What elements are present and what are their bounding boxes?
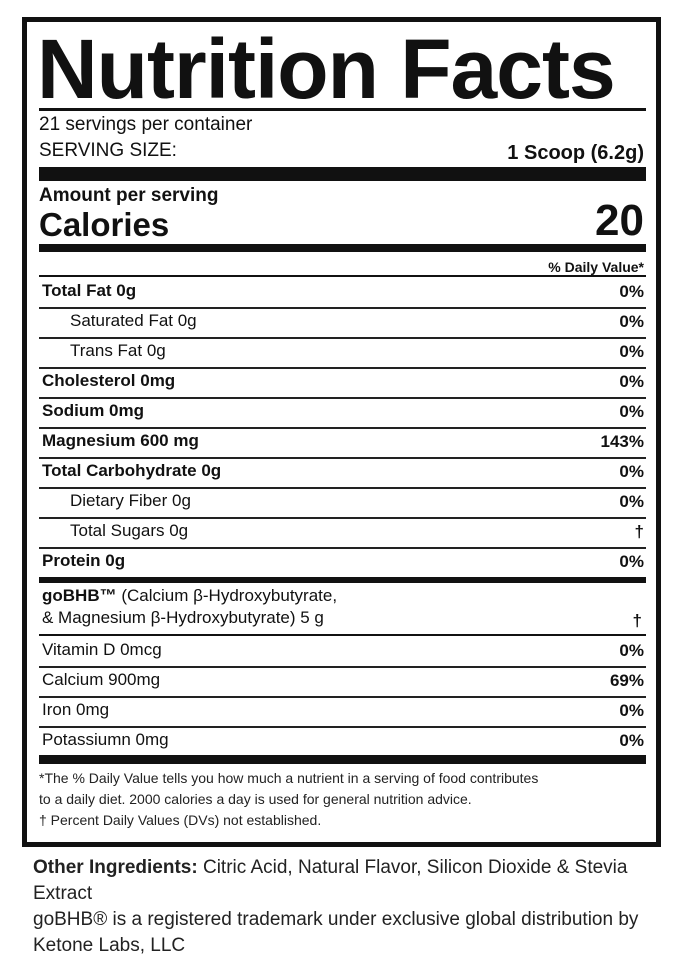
footnote: to a daily diet. 2000 calories a day is … — [39, 791, 472, 807]
divider — [39, 275, 646, 277]
nutrient-row: Protein 0g 0% — [39, 547, 646, 577]
nutrient-dv: 0% — [619, 552, 644, 571]
panel-title: Nutrition Facts — [37, 22, 616, 116]
mineral-row: Vitamin D 0mcg 0% — [39, 636, 646, 668]
nutrient-name: Cholesterol 0mg — [42, 371, 176, 390]
nutrient-dv: 143% — [600, 432, 644, 451]
nutrient-row: Total Sugars 0g † — [39, 517, 646, 549]
nutrient-name: Dietary Fiber 0g — [70, 491, 191, 510]
mineral-name: Vitamin D 0mcg — [42, 640, 162, 659]
nutrient-name: Saturated Fat 0g — [70, 311, 197, 330]
medium-divider — [39, 244, 646, 252]
nutrient-row: Total Fat 0g 0% — [39, 277, 646, 309]
gobhb-dv: † — [632, 611, 642, 630]
nutrient-row: Total Carbohydrate 0g 0% — [39, 457, 646, 489]
calories-value: 20 — [595, 196, 644, 245]
other-ingredients-text: Citric Acid, Natural Flavor, Silicon Dio… — [33, 857, 628, 904]
mineral-row: Iron 0mg 0% — [39, 696, 646, 728]
nutrient-dv: 0% — [619, 492, 644, 511]
mineral-dv: 0% — [619, 641, 644, 660]
nutrient-name: Trans Fat 0g — [70, 341, 166, 360]
footnotes: *The % Daily Value tells you how much a … — [39, 768, 538, 831]
nutrient-row: Sodium 0mg 0% — [39, 397, 646, 429]
thick-divider — [39, 755, 646, 764]
nutrient-dv: 0% — [619, 462, 644, 481]
mineral-dv: 69% — [609, 671, 644, 690]
mineral-name: Calcium 900mg — [42, 670, 161, 689]
mineral-row: Calcium 900mg 69% — [39, 666, 646, 698]
nutrient-row: Saturated Fat 0g 0% — [39, 307, 646, 339]
nutrient-dv: 0% — [619, 402, 644, 421]
gobhb-line2: & Magnesium β-Hydroxybutyrate) 5 g — [42, 608, 324, 627]
nutrient-name: Sodium 0mg — [42, 401, 145, 420]
nutrient-dv: 0% — [619, 312, 644, 331]
footnote: † Percent Daily Values (DVs) not establi… — [39, 812, 322, 828]
gobhb-brand: goBHB™ — [42, 586, 117, 605]
daily-value-header: % Daily Value* — [548, 259, 644, 275]
calories-label: Calories — [39, 206, 170, 243]
nutrition-facts-panel: Nutrition Facts 21 servings per containe… — [22, 17, 661, 847]
divider — [39, 108, 646, 111]
mineral-dv: 0% — [619, 731, 644, 750]
mineral-dv: 0% — [619, 701, 644, 720]
nutrient-dv: 0% — [619, 372, 644, 391]
nutrient-dv: 0% — [619, 282, 644, 301]
thick-divider — [39, 167, 646, 181]
nutrient-row: Dietary Fiber 0g 0% — [39, 487, 646, 519]
serving-size-label: SERVING SIZE: — [39, 140, 177, 161]
nutrient-name: Magnesium 600 mg — [42, 431, 199, 450]
mineral-name: Iron 0mg — [42, 700, 110, 719]
nutrient-row: Magnesium 600 mg 143% — [39, 427, 646, 459]
thick-divider — [39, 577, 646, 583]
nutrient-name: Total Sugars 0g — [70, 521, 189, 540]
trademark-notice: goBHB® is a registered trademark under e… — [33, 909, 639, 956]
nutrient-row: Trans Fat 0g 0% — [39, 337, 646, 369]
footnote: *The % Daily Value tells you how much a … — [39, 770, 539, 786]
other-ingredients-label: Other Ingredients: — [33, 857, 198, 878]
nutrient-row: Cholesterol 0mg 0% — [39, 367, 646, 399]
nutrient-name: Protein 0g — [42, 551, 126, 570]
serving-size-value: 1 Scoop (6.2g) — [507, 142, 644, 164]
gobhb-text: (Calcium β-Hydroxybutyrate, — [116, 586, 338, 605]
nutrient-name: Total Fat 0g — [42, 281, 137, 300]
nutrient-dv: † — [634, 522, 644, 541]
gobhb-line1: goBHB™ (Calcium β-Hydroxybutyrate, — [42, 585, 337, 607]
servings-per-container: 21 servings per container — [39, 114, 253, 135]
other-ingredients: Other Ingredients: Citric Acid, Natural … — [33, 855, 673, 959]
nutrient-dv: 0% — [619, 342, 644, 361]
mineral-row: Potassiumn 0mg 0% — [39, 726, 646, 756]
amount-per-serving: Amount per serving — [39, 185, 219, 206]
divider — [39, 634, 646, 636]
mineral-name: Potassiumn 0mg — [42, 730, 169, 749]
nutrient-name: Total Carbohydrate 0g — [42, 461, 222, 480]
